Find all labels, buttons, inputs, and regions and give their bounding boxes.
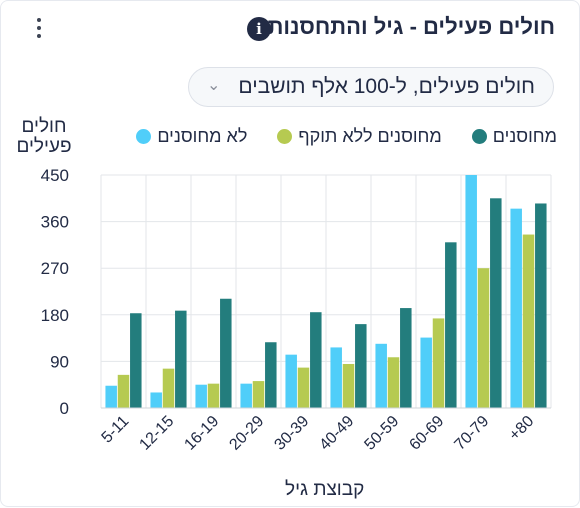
bar-20-29-2 [265,342,277,408]
x-axis-label: קבוצת גיל [285,479,365,500]
bar-20-29-1 [252,381,265,408]
legend-swatch [277,128,293,144]
x-tick-label: 16-19 [181,413,222,454]
y-tick-label: 0 [60,399,69,418]
card-title: חולים פעילים - גיל והתחסנות [267,14,555,39]
bar-12-15-1 [162,368,175,408]
legend-swatch [136,128,152,144]
metric-select[interactable]: חולים פעילים, ל-100 אלף תושבים ⌄ [188,67,554,107]
x-tick-label: 12-15 [136,413,177,454]
bar-+80-0 [510,208,522,408]
info-icon[interactable]: i [247,17,271,41]
bar-40-49-2 [355,324,367,408]
x-tick-label: 70-79 [451,413,492,454]
metric-select-value: חולים פעילים, ל-100 אלף תושבים [238,75,535,98]
bar-30-39-0 [285,354,297,408]
chart-legend: לא מחוסנים מחוסנים ללא תוקף מחוסנים [136,124,557,148]
bar-+80-2 [535,203,547,408]
bar-12-15-2 [175,310,187,408]
legend-swatch [471,128,487,144]
bar-70-79-0 [465,175,477,408]
bar-12-15-0 [150,392,162,408]
bar-40-49-1 [342,363,355,408]
bar-16-19-1 [207,383,220,408]
bar-30-39-1 [297,367,310,408]
bar-50-59-2 [400,308,412,408]
legend-label: מחוסנים [492,125,557,146]
x-tick-label: 30-39 [271,413,312,454]
bar-60-69-2 [445,242,457,408]
bar-5-11-2 [130,313,142,408]
y-tick-label: 450 [41,166,69,185]
bar-16-19-2 [220,298,232,408]
x-tick-label: 60-69 [406,413,447,454]
bar-16-19-0 [195,384,207,408]
y-tick-label: 360 [41,213,69,232]
bar-50-59-1 [387,357,400,408]
bar-5-11-0 [105,385,117,408]
kebab-menu-icon[interactable] [29,15,49,41]
y-tick-label: 90 [50,352,69,371]
bar-5-11-1 [117,374,130,408]
x-tick-label: 20-29 [226,413,267,454]
x-tick-label: 50-59 [361,413,402,454]
bar-60-69-0 [420,337,432,408]
y-axis-label: חולים פעילים [16,116,72,157]
legend-label: לא מחוסנים [157,125,248,146]
bar-70-79-2 [490,198,502,408]
legend-label: מחוסנים ללא תוקף [298,125,442,146]
bar-70-79-1 [477,268,490,408]
y-tick-label: 180 [41,306,69,325]
bar-20-29-0 [240,383,252,408]
y-tick-label: 270 [41,259,69,278]
x-tick-label: +80 [506,413,537,444]
x-tick-label: 40-49 [316,413,357,454]
legend-item-unvaccinated[interactable]: לא מחוסנים [136,126,247,147]
legend-item-vaccinated[interactable]: מחוסנים [471,125,557,147]
bar-30-39-2 [310,312,322,408]
bar-60-69-1 [432,318,445,408]
bar-40-49-0 [330,347,342,408]
legend-item-expired[interactable]: מחוסנים ללא תוקף [277,125,442,147]
bar-50-59-0 [375,343,387,408]
x-tick-label: 5-11 [98,413,132,447]
chevron-down-icon: ⌄ [207,77,221,94]
bar-+80-1 [522,234,535,408]
